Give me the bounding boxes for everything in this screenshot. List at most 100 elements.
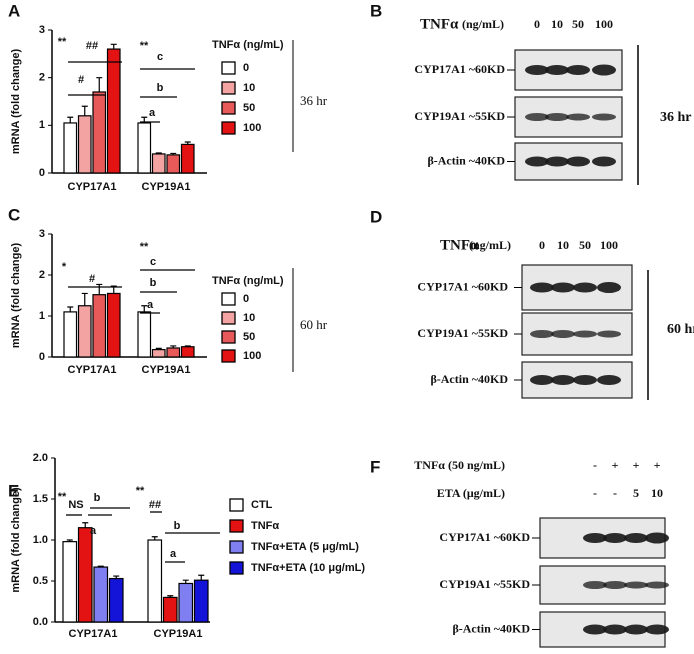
lane-label: 0 [534,17,540,31]
y-tick-label: 1.5 [33,493,48,505]
significance-mark: ** [140,241,149,253]
row-label: β-Actin ~40KD [452,621,530,635]
x-tick-label: CYP19A1 [142,181,191,193]
row-label: CYP17A1 ~60KD [439,530,530,544]
panel-letter: F [370,457,380,476]
lane-label: + [612,458,619,472]
bar [63,122,78,174]
lane-label: - [613,486,617,500]
lane-label: 0 [539,238,545,252]
error-bar [96,283,103,295]
blot-band [566,113,590,121]
bar [62,541,78,623]
y-tick-label: 1.0 [33,534,48,546]
blot-band [566,65,590,75]
row-label: CYP17A1 ~60KD [417,279,508,293]
lane-label: + [633,458,640,472]
bar [92,91,107,174]
time-label: 60 hr [667,322,694,337]
blot-band [624,581,648,589]
error-bar [82,522,89,528]
blot-band [551,282,575,293]
legend-swatch [221,101,236,115]
blot-band [583,533,607,543]
bar [92,294,107,358]
bar [166,154,181,174]
time-label: 36 hr [660,110,692,125]
legend-label: 50 [243,102,255,114]
legend-swatch [221,81,236,95]
x-tick-label: CYP19A1 [142,364,191,376]
blot-band [592,156,616,167]
significance-mark: # [89,273,95,285]
row-label: β-Actin ~40KD [430,372,508,386]
bar [137,311,152,358]
legend-swatch [221,311,236,325]
x-tick-label: CYP19A1 [154,628,203,640]
bar [93,566,109,623]
legend-label: TNFα+ETA (5 μg/mL) [251,541,359,553]
blot-band [545,113,569,121]
significance-mark: ## [86,40,98,52]
blot-band [603,624,627,635]
lane-label: 50 [572,17,584,31]
significance-mark: ## [149,499,161,511]
bar [77,527,93,623]
lane-label: 100 [595,17,613,31]
significance-mark: a [147,299,154,311]
blot-band [645,532,669,544]
legend-swatch [229,519,244,533]
error-bar [182,579,189,584]
condition-label: TNFα (50 ng/mL) [414,458,505,472]
significance-mark: a [170,548,177,560]
time-label: 36 hr [300,93,328,108]
significance-mark: * [62,261,67,273]
error-bar [81,292,88,306]
panel-letter: B [370,1,382,20]
legend-label: CTL [251,499,273,511]
legend-swatch [229,561,244,575]
bar [106,48,121,174]
significance-mark: b [94,492,101,504]
blot-band [551,375,575,385]
y-axis-label: mRNA (fold change) [10,487,22,593]
blot-band [583,624,607,635]
y-tick-label: 1 [39,119,45,131]
legend-swatch [229,498,244,512]
legend-swatch [221,330,236,344]
significance-mark: b [174,520,181,532]
blot-band [624,533,648,543]
bar [137,122,152,174]
significance-mark: ** [140,40,149,52]
time-label: 60 hr [300,317,328,332]
error-bar [155,152,162,154]
blot-band [624,624,648,635]
panel-letter: D [370,207,382,226]
y-tick-label: 0 [39,351,45,363]
y-tick-label: 2 [39,72,45,84]
bar [180,346,195,358]
bar [178,582,194,623]
bar [63,311,78,358]
legend-title: TNFα (ng/mL) [212,275,284,287]
x-tick-label: CYP17A1 [68,364,117,376]
blot-band [545,65,569,75]
error-bar [184,345,191,347]
bar [151,349,166,358]
bar [180,143,195,174]
panel-letter: C [8,205,20,224]
significance-mark: ** [58,491,67,503]
blot-band [597,375,621,385]
legend-label: 100 [243,350,261,362]
legend-label: TNFα+ETA (10 μg/mL) [251,562,365,574]
blot-band [603,581,627,589]
bar [77,305,92,358]
significance-mark: ** [58,36,67,48]
blot-band [645,581,669,589]
significance-mark: b [150,277,157,289]
blot-band [525,156,549,167]
error-bar [81,105,88,116]
error-bar [170,152,177,155]
row-label: CYP19A1 ~55KD [439,577,530,591]
error-bar [97,565,104,568]
